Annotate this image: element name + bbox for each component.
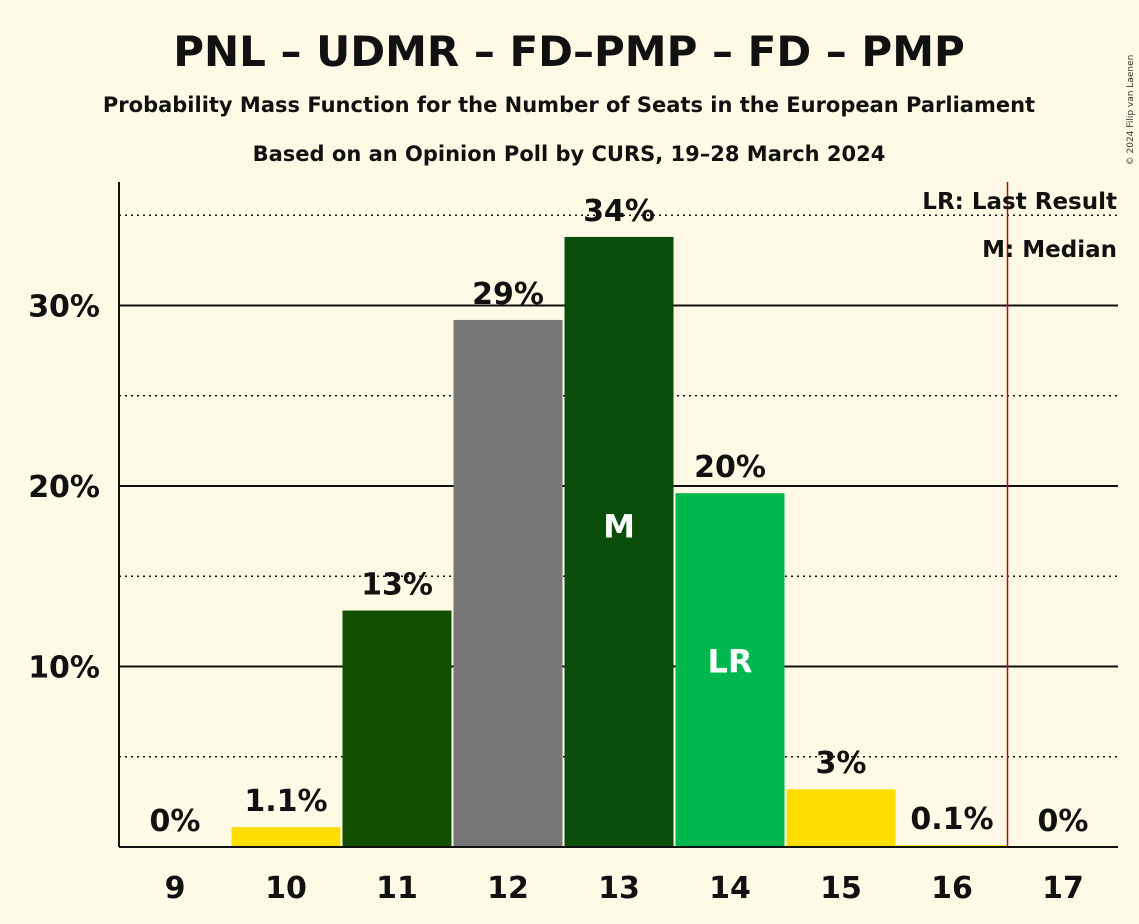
data-label: 1.1% xyxy=(244,784,327,819)
data-label: 20% xyxy=(694,450,766,485)
data-label: 0.1% xyxy=(910,802,993,837)
legend-median: M: Median xyxy=(982,237,1117,263)
bar-seat-12 xyxy=(453,319,563,847)
y-tick-label: 20% xyxy=(28,470,100,505)
copyright-notice: © 2024 Filip van Laenen xyxy=(1126,55,1136,166)
data-label: 13% xyxy=(361,568,433,603)
bar-seat-13 xyxy=(564,236,674,847)
x-tick-label: 11 xyxy=(376,871,418,906)
bars xyxy=(231,236,1007,847)
x-tick-label: 10 xyxy=(265,871,307,906)
x-tick-label: 12 xyxy=(487,871,529,906)
bar-inner-label: LR xyxy=(707,642,752,680)
data-label: 34% xyxy=(583,194,655,229)
chart-subtitle-source: Based on an Opinion Poll by CURS, 19–28 … xyxy=(253,142,886,166)
data-label: 0% xyxy=(150,804,201,839)
legend-last-result: LR: Last Result xyxy=(922,189,1117,215)
chart-title: PNL – UDMR – FD–PMP – FD – PMP xyxy=(173,27,965,76)
data-label: 3% xyxy=(816,746,867,781)
axes: 10% 20% 30% 9 10 11 12 13 14 15 16 17 xyxy=(28,182,1118,906)
y-tick-label: 30% xyxy=(28,290,100,325)
x-tick-label: 14 xyxy=(709,871,751,906)
x-tick-label: 16 xyxy=(931,871,973,906)
x-tick-label: 9 xyxy=(165,871,186,906)
bar-seat-14 xyxy=(675,493,785,847)
x-tick-label: 17 xyxy=(1042,871,1084,906)
data-label: 0% xyxy=(1038,804,1089,839)
bar-seat-11 xyxy=(342,610,452,847)
y-tick-label: 10% xyxy=(28,651,100,686)
bar-inner-label: M xyxy=(603,508,635,546)
x-tick-label: 15 xyxy=(820,871,862,906)
x-tick-label: 13 xyxy=(598,871,640,906)
data-label: 29% xyxy=(472,277,544,312)
chart-subtitle: Probability Mass Function for the Number… xyxy=(103,93,1035,117)
bar-seat-10 xyxy=(231,827,341,847)
bar-seat-15 xyxy=(786,789,896,847)
data-labels: 0% 1.1% 13% 29% 34% M 20% LR 3% 0.1% 0% xyxy=(150,194,1089,839)
